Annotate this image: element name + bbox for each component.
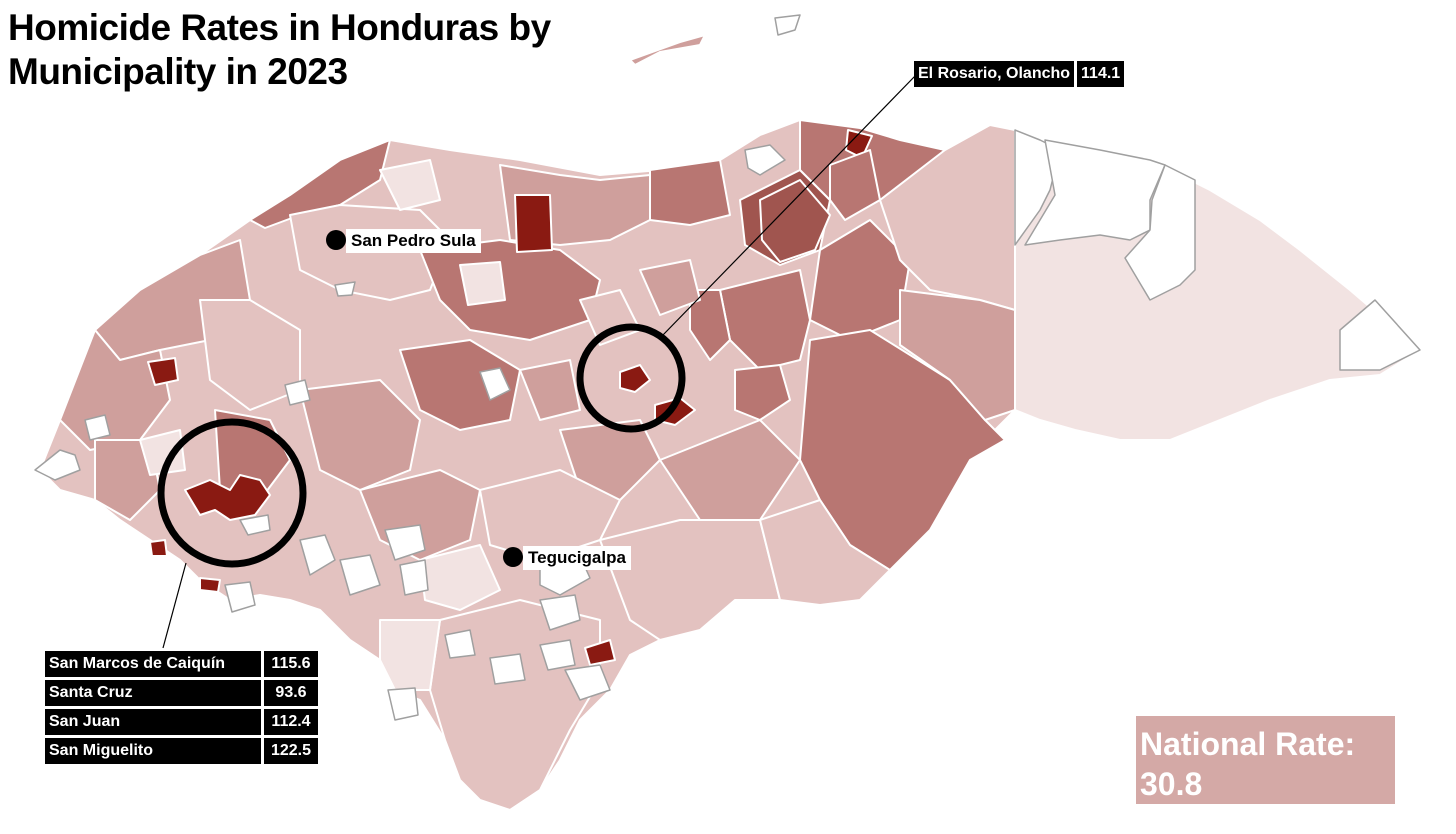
callout-row: San Marcos de Caiquín 115.6 xyxy=(45,651,318,677)
region-olancho-north-2 xyxy=(829,149,881,221)
nodata-lapaz-1 xyxy=(299,534,336,576)
callout-row: San Miguelito 122.5 xyxy=(45,738,318,764)
region-sp-small-2 xyxy=(459,261,506,306)
nodata-west-2 xyxy=(84,414,111,441)
san-pedro-sula-label: San Pedro Sula xyxy=(346,229,481,253)
nodata-west-1 xyxy=(34,449,81,481)
nodata-lempira-1 xyxy=(224,581,256,613)
west-callout-table: San Marcos de Caiquín 115.6 Santa Cruz 9… xyxy=(42,648,321,767)
nodata-spr-1 xyxy=(334,281,356,297)
highlight-circle-west xyxy=(157,418,307,568)
national-rate-label: National Rate: xyxy=(1140,726,1356,762)
callout-row: San Juan 112.4 xyxy=(45,709,318,735)
leader-line-west xyxy=(162,562,187,649)
region-extreme-south-1 xyxy=(584,639,616,666)
nodata-mid-1 xyxy=(479,367,511,401)
region-fm-south xyxy=(599,519,781,641)
nodata-cabo-east xyxy=(1339,299,1421,371)
region-sp-small-3 xyxy=(139,429,186,476)
region-fm-west xyxy=(419,544,501,611)
san-pedro-sula-dot xyxy=(326,230,346,250)
callout-value: 114.1 xyxy=(1077,61,1125,87)
callout-row: Santa Cruz 93.6 xyxy=(45,680,318,706)
region-west-intibuca xyxy=(299,379,421,491)
tegucigalpa-label: Tegucigalpa xyxy=(523,546,631,570)
nodata-south-5 xyxy=(489,653,526,685)
callout-name: Santa Cruz xyxy=(45,680,261,706)
nodata-south-3 xyxy=(564,664,611,701)
leader-line-north xyxy=(661,74,917,337)
callout-value: 122.5 xyxy=(264,738,318,764)
region-colon-east-dark xyxy=(759,179,831,263)
nodata-south-2 xyxy=(539,639,576,671)
nodata-lapaz-3 xyxy=(384,524,426,561)
region-north-island xyxy=(629,34,706,66)
region-extreme-west-cluster xyxy=(184,474,271,521)
callout-name: El Rosario, Olancho xyxy=(914,61,1075,87)
nodata-lempira-2 xyxy=(239,514,271,536)
region-elparaiso xyxy=(759,499,891,606)
map-title: Homicide Rates in Honduras by Municipali… xyxy=(8,7,551,92)
callout-value: 115.6 xyxy=(264,651,318,677)
region-extreme-south-2 xyxy=(199,577,221,593)
callout-name: San Marcos de Caiquín xyxy=(45,651,261,677)
callout-name: San Juan xyxy=(45,709,261,735)
region-olancho-c2 xyxy=(689,289,731,361)
no-data-regions xyxy=(34,14,1421,721)
nodata-south-4 xyxy=(444,629,476,659)
region-mid-3 xyxy=(639,259,701,316)
highlight-circle-olancho xyxy=(576,323,686,433)
nodata-lapaz-4 xyxy=(399,559,429,596)
region-extreme-olancho xyxy=(619,364,651,393)
nodata-mid-2 xyxy=(284,379,311,406)
region-atlantida-east xyxy=(649,159,731,226)
nodata-atl-1 xyxy=(744,144,786,176)
callout-name: San Miguelito xyxy=(45,738,261,764)
region-mid-1 xyxy=(519,359,581,421)
el-rosario-callout: El Rosario, Olancho 114.1 xyxy=(914,61,1125,87)
national-rate-box: National Rate: 30.8 xyxy=(1136,716,1395,804)
nodata-lapaz-2 xyxy=(339,554,381,596)
callout-value: 93.6 xyxy=(264,680,318,706)
nodata-gracias-a-dios-3 xyxy=(1124,164,1196,301)
region-extreme-northcoast xyxy=(514,194,553,253)
region-comayagua xyxy=(399,339,521,431)
region-extreme-west-2 xyxy=(149,539,168,557)
nodata-south-1 xyxy=(539,594,581,631)
region-extreme-copan xyxy=(147,357,179,386)
national-rate-value: 30.8 xyxy=(1140,766,1203,802)
callout-value: 112.4 xyxy=(264,709,318,735)
region-olancho-c3 xyxy=(734,364,791,421)
region-south-choluteca xyxy=(429,599,601,811)
nodata-valle-1 xyxy=(387,687,419,721)
nodata-island-1 xyxy=(774,14,801,36)
tegucigalpa-dot xyxy=(503,547,523,567)
municipality-regions xyxy=(59,34,1016,811)
region-olancho-mid-east xyxy=(899,289,1016,421)
region-north-coast-west xyxy=(249,139,391,229)
region-sp-small-1 xyxy=(379,159,441,211)
nodata-gracias-a-dios-2 xyxy=(1024,139,1166,246)
region-central-b xyxy=(659,419,801,521)
region-valle xyxy=(379,619,441,691)
